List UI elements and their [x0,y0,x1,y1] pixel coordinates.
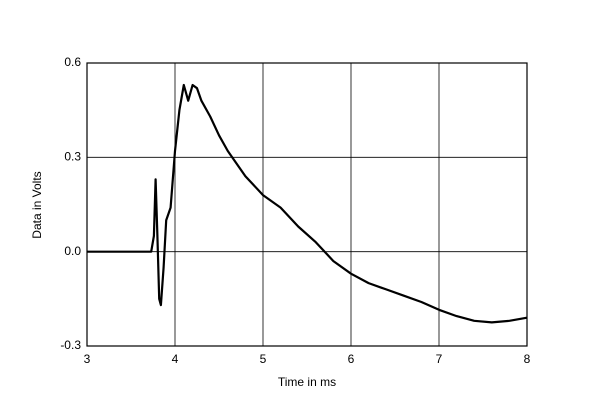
plot-frame [86,62,528,347]
y-tick-label: -0.3 [60,338,81,352]
y-tick-label: 0.6 [64,55,81,69]
x-tick-label: 8 [524,352,531,366]
y-tick-label: 0.3 [64,150,81,164]
x-tick-label: 3 [84,352,91,366]
x-axis-label: Time in ms [278,375,336,389]
y-tick-label: 0.0 [64,244,81,258]
x-tick-label: 4 [172,352,179,366]
x-tick-label: 7 [436,352,443,366]
y-axis-label: Data in Volts [30,171,44,238]
data-line [87,83,528,324]
x-tick-label: 5 [260,352,267,366]
x-tick-label: 6 [348,352,355,366]
